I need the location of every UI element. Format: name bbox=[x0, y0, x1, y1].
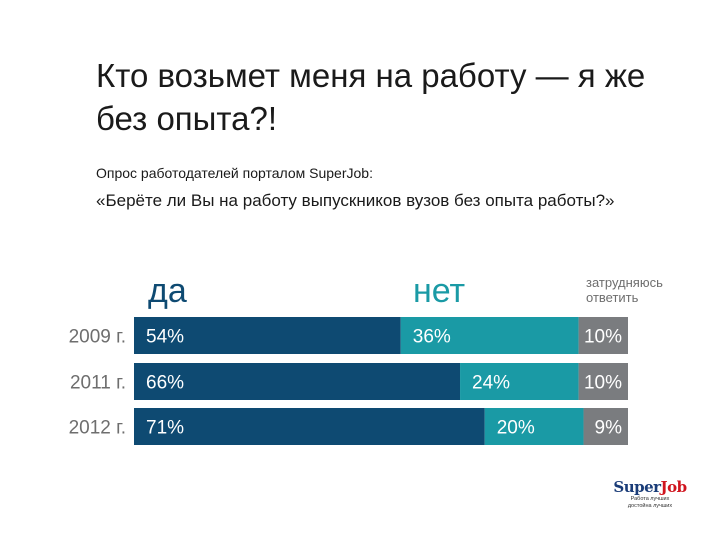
data-label: 9% bbox=[595, 418, 623, 439]
data-label: 66% bbox=[146, 373, 184, 394]
bar-segment-1 bbox=[400, 317, 579, 354]
data-label: 54% bbox=[146, 327, 184, 348]
data-label: 36% bbox=[413, 327, 451, 348]
data-label: 20% bbox=[497, 418, 535, 439]
slide-title: Кто возьмет меня на работу — я же без оп… bbox=[96, 57, 646, 137]
bar-segment-2 bbox=[578, 317, 628, 354]
stacked-bar-chart: да нет затрудняюсь ответить 2009 г. 54% 36% 10%… bbox=[69, 272, 663, 445]
survey-question: «Берёте ли Вы на работу выпускников вузо… bbox=[96, 191, 615, 210]
legend-label-2: затрудняюсь ответить bbox=[586, 275, 663, 305]
bar-segment-2 bbox=[578, 363, 628, 400]
data-label: 10% bbox=[584, 327, 622, 348]
bar-segment-1 bbox=[484, 408, 584, 445]
bar-segment-0 bbox=[134, 363, 461, 400]
legend-label-0: да bbox=[148, 272, 187, 310]
bar-segment-1 bbox=[460, 363, 579, 400]
bar-segment-0 bbox=[134, 317, 401, 354]
logo-job: Job bbox=[660, 478, 688, 496]
bar-segment-2 bbox=[583, 408, 628, 445]
legend-label-1: нет bbox=[413, 272, 465, 310]
category-label: 2011 г. bbox=[70, 373, 126, 394]
superjob-logo-wordmark: SuperJob bbox=[606, 478, 694, 496]
data-label: 24% bbox=[472, 373, 510, 394]
category-label: 2009 г. bbox=[69, 327, 126, 348]
survey-source: Опрос работодателей порталом SuperJob: bbox=[96, 165, 373, 181]
category-label: 2012 г. bbox=[69, 418, 126, 439]
logo-super: Super bbox=[613, 478, 661, 496]
superjob-logo: SuperJob Работа лучших достойна лучших bbox=[606, 478, 694, 510]
data-label: 71% bbox=[146, 418, 184, 439]
bar-segment-0 bbox=[134, 408, 485, 445]
logo-tagline: Работа лучших достойна лучших bbox=[627, 496, 673, 509]
data-label: 10% bbox=[584, 373, 622, 394]
